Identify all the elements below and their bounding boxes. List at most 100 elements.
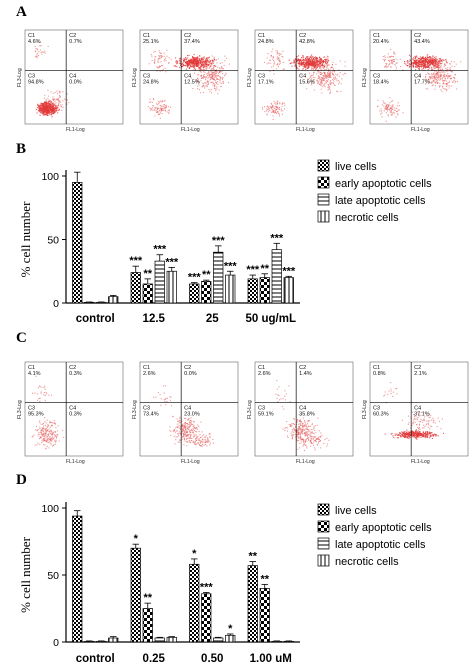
flow-event-dot: [313, 62, 315, 64]
flow-event-dot: [323, 77, 325, 79]
flow-event-dot: [303, 61, 305, 63]
flow-event-dot: [59, 92, 61, 94]
flow-event-dot: [420, 421, 422, 423]
flow-event-dot: [443, 65, 445, 67]
flow-event-dot: [57, 105, 59, 107]
flow-event-dot: [305, 61, 307, 63]
flow-event-dot: [274, 102, 276, 104]
flow-event-dot: [316, 73, 318, 75]
flow-event-dot: [279, 59, 281, 61]
flow-event-dot: [48, 430, 50, 432]
flow-event-dot: [47, 109, 49, 111]
flow-event-dot: [169, 396, 171, 398]
flow-event-dot: [389, 56, 391, 58]
flow-event-dot: [336, 80, 338, 82]
flow-plot: C120.4%C243.4%C318.4%C417.7%FL1-LogFL3-L…: [362, 29, 469, 133]
flow-event-dot: [45, 108, 47, 110]
flow-event-dot: [210, 78, 212, 80]
flow-event-dot: [416, 433, 418, 435]
legend-label: late apoptotic cells: [335, 539, 426, 551]
flow-event-dot: [316, 437, 318, 439]
quadrant-percent-c4: 12.5%: [184, 79, 200, 85]
flow-event-dot: [325, 80, 327, 82]
flow-event-dot: [431, 82, 433, 84]
flow-event-dot: [315, 441, 317, 443]
flow-event-dot: [278, 54, 280, 56]
category-label: 12.5: [143, 313, 166, 325]
flow-event-dot: [273, 112, 275, 114]
flow-event-dot: [389, 97, 391, 99]
flow-event-dot: [271, 109, 273, 111]
flow-event-dot: [329, 75, 331, 77]
flow-event-dot: [196, 428, 198, 430]
flow-event-dot: [215, 71, 217, 73]
flow-event-dot: [434, 433, 436, 435]
flow-event-dot: [195, 427, 197, 429]
flow-event-dot: [207, 57, 209, 59]
flow-event-dot: [49, 103, 51, 105]
flow-event-dot: [451, 61, 453, 63]
flow-event-dot: [44, 50, 46, 52]
legend-label: necrotic cells: [335, 556, 399, 568]
flow-event-dot: [308, 438, 310, 440]
flow-event-dot: [302, 429, 304, 431]
flow-event-dot: [164, 58, 166, 60]
flow-event-dot: [213, 57, 215, 59]
flow-event-dot: [209, 90, 211, 92]
flow-event-dot: [54, 109, 56, 111]
y-tick-label: 50: [47, 570, 59, 582]
quadrant-percent-c3: 59.1%: [258, 411, 274, 417]
flow-event-dot: [434, 76, 436, 78]
flow-event-dot: [308, 72, 310, 74]
flow-event-dot: [307, 67, 309, 69]
flow-event-dot: [344, 65, 346, 67]
flow-event-dot: [391, 59, 393, 61]
flow-event-dot: [188, 440, 190, 442]
flow-event-dot: [224, 75, 226, 77]
flow-event-dot: [220, 83, 222, 85]
flow-event-dot: [42, 439, 44, 441]
panel-label-d: D: [16, 472, 27, 488]
flow-event-dot: [429, 60, 431, 62]
flow-event-dot: [48, 103, 50, 105]
bar: [283, 640, 294, 643]
flow-event-dot: [429, 428, 431, 430]
flow-event-dot: [419, 65, 421, 67]
flow-event-dot: [297, 448, 299, 450]
flow-event-dot: [202, 67, 204, 69]
flow-event-dot: [408, 432, 410, 434]
flow-event-dot: [328, 87, 330, 89]
flow-event-dot: [177, 433, 179, 435]
flow-event-dot: [436, 62, 438, 64]
flow-event-dot: [392, 106, 394, 108]
flow-event-dot: [433, 66, 435, 68]
flow-event-dot: [412, 64, 414, 66]
flow-event-dot: [149, 101, 151, 103]
flow-event-dot: [209, 61, 211, 63]
flow-event-dot: [425, 66, 427, 68]
flow-event-dot: [393, 61, 395, 63]
flow-event-dot: [406, 432, 408, 434]
flow-event-dot: [310, 435, 312, 437]
flow-event-dot: [38, 55, 40, 57]
flow-event-dot: [154, 115, 156, 117]
flow-event-dot: [204, 82, 206, 84]
flow-event-dot: [195, 59, 197, 61]
flow-event-dot: [421, 58, 423, 60]
flow-event-dot: [424, 435, 426, 437]
flow-event-dot: [309, 64, 311, 66]
flow-event-dot: [313, 441, 315, 443]
flow-event-dot: [291, 423, 293, 425]
flow-event-dot: [330, 84, 332, 86]
flow-event-dot: [221, 66, 223, 68]
flow-event-dot: [174, 443, 176, 445]
flow-event-dot: [418, 427, 420, 429]
flow-event-dot: [432, 61, 434, 63]
flow-event-dot: [305, 431, 307, 433]
flow-event-dot: [400, 433, 402, 435]
flow-event-dot: [41, 106, 43, 108]
flow-event-dot: [309, 425, 311, 427]
y-tick-label: 50: [47, 235, 59, 247]
flow-event-dot: [436, 63, 438, 65]
